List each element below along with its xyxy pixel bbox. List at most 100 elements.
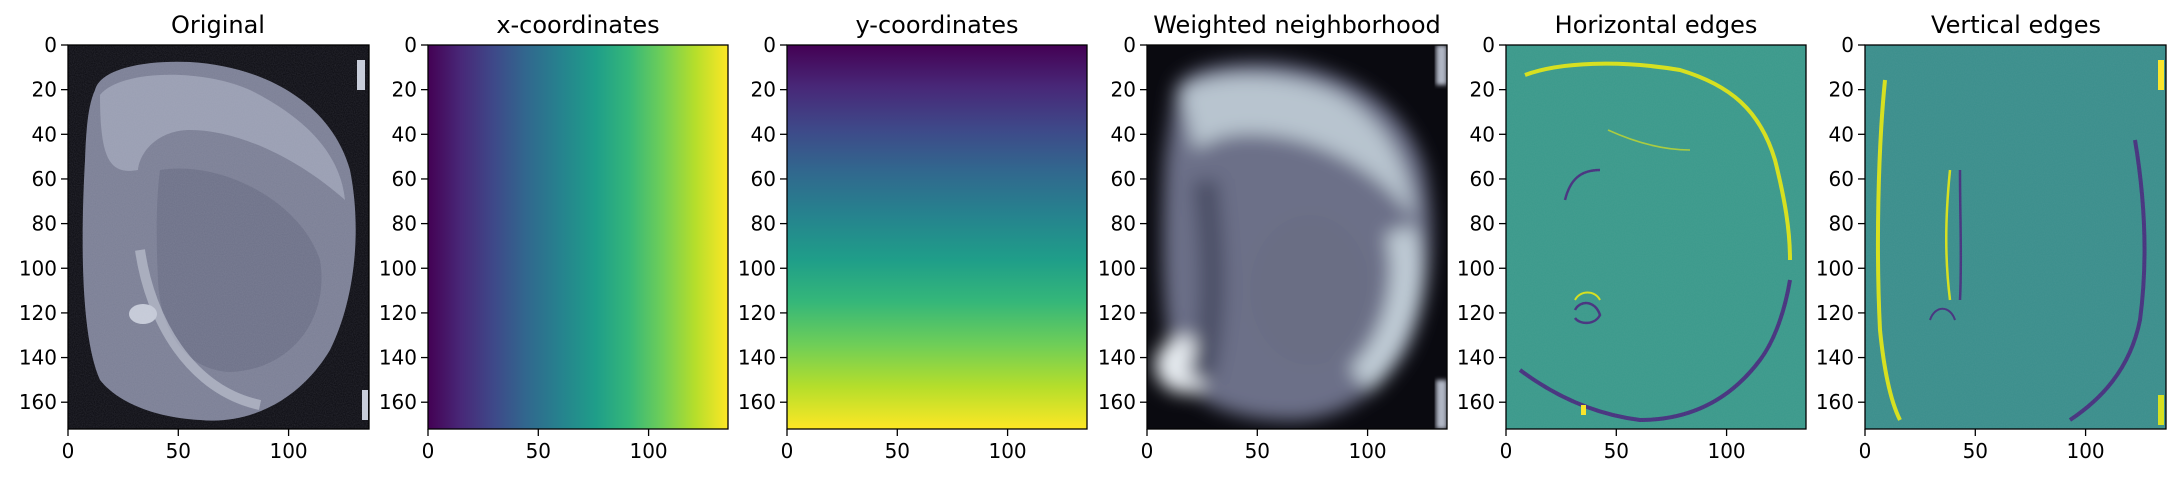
y-tick-label: 40	[1470, 122, 1495, 146]
y-tick-label: 40	[1829, 122, 1854, 146]
y-axis: 0 20 40 60 80 100 120 140 160	[1457, 33, 1506, 414]
x-axis: 0 50 100	[1500, 429, 1746, 463]
y-tick-label: 20	[1829, 78, 1854, 102]
y-tick-label: 140	[1816, 346, 1854, 370]
y-tick-label: 20	[392, 78, 417, 102]
y-tick-label: 80	[1470, 212, 1495, 236]
y-tick-label: 100	[19, 256, 57, 280]
x-tick-label: 0	[1500, 439, 1513, 463]
x-tick-label: 50	[1245, 439, 1270, 463]
y-tick-label: 0	[763, 33, 776, 57]
heatmap-image	[787, 45, 1087, 429]
plot-frame	[1505, 44, 1807, 430]
plot-frame	[1146, 44, 1448, 430]
y-axis: 0 20 40 60 80 100 120 140 160	[738, 33, 787, 414]
plot-frame	[67, 44, 370, 430]
plot-frame	[1864, 44, 2167, 430]
y-tick-label: 60	[1470, 167, 1495, 191]
y-tick-label: 60	[1829, 167, 1854, 191]
y-tick-label: 140	[19, 346, 57, 370]
y-tick-label: 140	[738, 346, 776, 370]
x-tick-label: 100	[1707, 439, 1745, 463]
y-tick-label: 140	[1457, 346, 1495, 370]
y-axis: 0 20 40 60 80 100 120 140 160	[379, 33, 428, 414]
y-tick-label: 160	[19, 390, 57, 414]
heatmap-image	[1506, 45, 1806, 429]
heatmap-image	[1865, 45, 2166, 429]
panel-vertical-edges: Vertical edges 0 50 100 0 20 40 60 80 100 120 140…	[1816, 11, 2167, 463]
heatmap-image	[428, 45, 728, 429]
panel-original: Original 0 50 100 0 20 40 60 80 100 120 140 160	[19, 11, 370, 463]
y-tick-label: 100	[379, 256, 417, 280]
y-tick-label: 120	[1457, 301, 1495, 325]
y-tick-label: 80	[1111, 212, 1136, 236]
x-tick-label: 0	[62, 439, 75, 463]
y-tick-label: 160	[1816, 390, 1854, 414]
x-axis: 0 50 100	[1141, 429, 1387, 463]
y-tick-label: 120	[738, 301, 776, 325]
x-tick-label: 0	[781, 439, 794, 463]
y-tick-label: 0	[404, 33, 417, 57]
heatmap-image	[1147, 45, 1447, 429]
x-axis: 0 50 100	[1859, 429, 2105, 463]
y-tick-label: 100	[1816, 256, 1854, 280]
panel-x-coordinates: x-coordinates 0 50 100 0 20 40 60 80 100 120 140 1…	[379, 11, 729, 463]
y-tick-label: 80	[32, 212, 57, 236]
y-axis: 0 20 40 60 80 100 120 140 160	[19, 33, 68, 414]
plot-frame	[427, 44, 729, 430]
y-tick-label: 80	[751, 212, 776, 236]
x-tick-label: 100	[629, 439, 667, 463]
x-tick-label: 50	[885, 439, 910, 463]
x-tick-label: 100	[988, 439, 1026, 463]
panel-title: Horizontal edges	[1555, 11, 1758, 39]
panel-title: y-coordinates	[856, 11, 1019, 39]
panel-title: Weighted neighborhood	[1153, 11, 1441, 39]
x-tick-label: 0	[1859, 439, 1872, 463]
x-tick-label: 0	[1141, 439, 1154, 463]
y-tick-label: 140	[1098, 346, 1136, 370]
y-tick-label: 0	[1482, 33, 1495, 57]
x-axis: 0 50 100	[62, 429, 308, 463]
x-tick-label: 100	[269, 439, 307, 463]
y-tick-label: 160	[379, 390, 417, 414]
panel-weighted-neighborhood: Weighted neighborhood 0 50 100 0 20 40 60 80 10…	[1098, 11, 1448, 463]
y-tick-label: 160	[1098, 390, 1136, 414]
y-tick-label: 20	[1111, 78, 1136, 102]
y-tick-label: 60	[392, 167, 417, 191]
plot-frame	[786, 44, 1088, 430]
y-tick-label: 40	[32, 122, 57, 146]
x-tick-label: 50	[166, 439, 191, 463]
y-tick-label: 120	[379, 301, 417, 325]
panel-y-coordinates: y-coordinates 0 50 100 0 20 40 60 80 100 120 140 1…	[738, 11, 1088, 463]
x-tick-label: 50	[1963, 439, 1988, 463]
x-tick-label: 50	[1604, 439, 1629, 463]
y-tick-label: 40	[392, 122, 417, 146]
y-tick-label: 0	[1123, 33, 1136, 57]
panel-title: Vertical edges	[1931, 11, 2101, 39]
y-tick-label: 60	[751, 167, 776, 191]
x-tick-label: 0	[422, 439, 435, 463]
panel-title: x-coordinates	[496, 11, 659, 39]
heatmap-image	[68, 45, 369, 429]
y-tick-label: 120	[19, 301, 57, 325]
panel-title: Original	[171, 11, 265, 39]
y-tick-label: 160	[1457, 390, 1495, 414]
y-tick-label: 80	[1829, 212, 1854, 236]
y-tick-label: 0	[1841, 33, 1854, 57]
y-tick-label: 100	[1457, 256, 1495, 280]
y-axis: 0 20 40 60 80 100 120 140 160	[1816, 33, 1865, 414]
y-tick-label: 140	[379, 346, 417, 370]
x-axis: 0 50 100	[422, 429, 668, 463]
y-tick-label: 100	[738, 256, 776, 280]
y-tick-label: 60	[32, 167, 57, 191]
y-tick-label: 120	[1816, 301, 1854, 325]
x-tick-label: 100	[2066, 439, 2104, 463]
x-axis: 0 50 100	[781, 429, 1027, 463]
y-tick-label: 100	[1098, 256, 1136, 280]
x-tick-label: 50	[526, 439, 551, 463]
y-tick-label: 160	[738, 390, 776, 414]
y-tick-label: 20	[1470, 78, 1495, 102]
y-axis: 0 20 40 60 80 100 120 140 160	[1098, 33, 1147, 414]
y-tick-label: 20	[751, 78, 776, 102]
